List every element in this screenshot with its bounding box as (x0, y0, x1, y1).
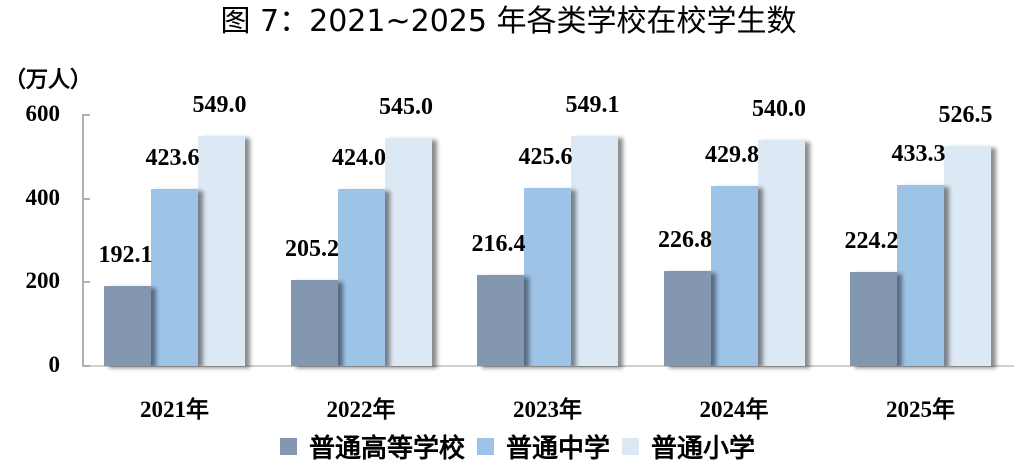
bar-2024年-普通小学 (757, 140, 805, 366)
bar-2022年-普通高等学校 (290, 280, 338, 366)
x-category-label: 2023年 (513, 397, 582, 422)
data-label: 540.0 (752, 96, 806, 123)
y-tick-label: 200 (25, 268, 61, 294)
bar-2024年-普通高等学校 (663, 271, 711, 366)
legend-item-secondary: 普通中学 (477, 428, 610, 465)
data-label: 192.1 (98, 241, 153, 268)
data-label: 433.3 (891, 140, 946, 167)
legend-label: 普通中学 (506, 434, 611, 464)
data-label: 226.8 (658, 227, 712, 254)
y-tick-mark (82, 365, 90, 367)
legend: 普通高等学校 普通中学 普通小学 (280, 428, 761, 465)
bar-2022年-普通小学 (384, 138, 432, 366)
bar-2023年-普通中学 (524, 187, 571, 366)
x-category-label: 2025年 (886, 397, 955, 422)
data-label: 425.6 (518, 143, 573, 170)
bar-2024年-普通中学 (710, 186, 758, 366)
x-category-label: 2024年 (699, 397, 769, 422)
bar-2021年-普通高等学校 (104, 285, 151, 366)
legend-label: 普通高等学校 (309, 434, 466, 464)
y-tick-label: 600 (25, 101, 61, 126)
legend-item-higher-edu: 普通高等学校 (280, 428, 465, 465)
x-category-label: 2021年 (140, 397, 209, 422)
bar-2025年-普通中学 (897, 184, 944, 366)
bar-2025年-普通小学 (944, 145, 991, 366)
bar-2025年-普通高等学校 (850, 272, 897, 366)
y-tick-label: 400 (25, 184, 61, 210)
bar-2023年-普通小学 (571, 136, 618, 366)
bar-2022年-普通中学 (337, 188, 385, 366)
y-axis-unit-label: （万人） (4, 68, 93, 93)
legend-label: 普通小学 (651, 434, 756, 464)
y-tick-mark (82, 281, 90, 284)
data-label: 526.5 (938, 101, 993, 128)
x-axis-line (82, 365, 1014, 367)
data-label: 429.8 (705, 142, 759, 169)
y-tick-label: 0 (48, 352, 61, 377)
bar-2021年-普通中学 (151, 188, 198, 366)
legend-swatch-icon (280, 438, 297, 455)
data-label: 216.4 (471, 231, 526, 258)
x-category-label: 2022年 (326, 397, 396, 422)
data-label: 423.6 (145, 144, 200, 171)
y-tick-mark (82, 197, 90, 200)
legend-swatch-icon (622, 438, 640, 455)
data-label: 205.2 (285, 236, 339, 263)
legend-swatch-icon (477, 438, 495, 455)
data-label: 224.2 (844, 228, 899, 255)
y-tick-mark (82, 114, 90, 116)
data-label: 549.0 (192, 92, 247, 119)
data-label: 549.1 (565, 92, 620, 119)
chart-title: 图 7：2021~2025 年各类学校在校学生数 (220, 4, 797, 39)
data-label: 424.0 (332, 144, 386, 171)
data-label: 545.0 (379, 94, 433, 120)
legend-item-primary: 普通小学 (622, 428, 755, 465)
bar-2021年-普通小学 (198, 136, 245, 366)
bar-2023年-普通高等学校 (477, 275, 524, 366)
y-axis-line (82, 115, 84, 367)
